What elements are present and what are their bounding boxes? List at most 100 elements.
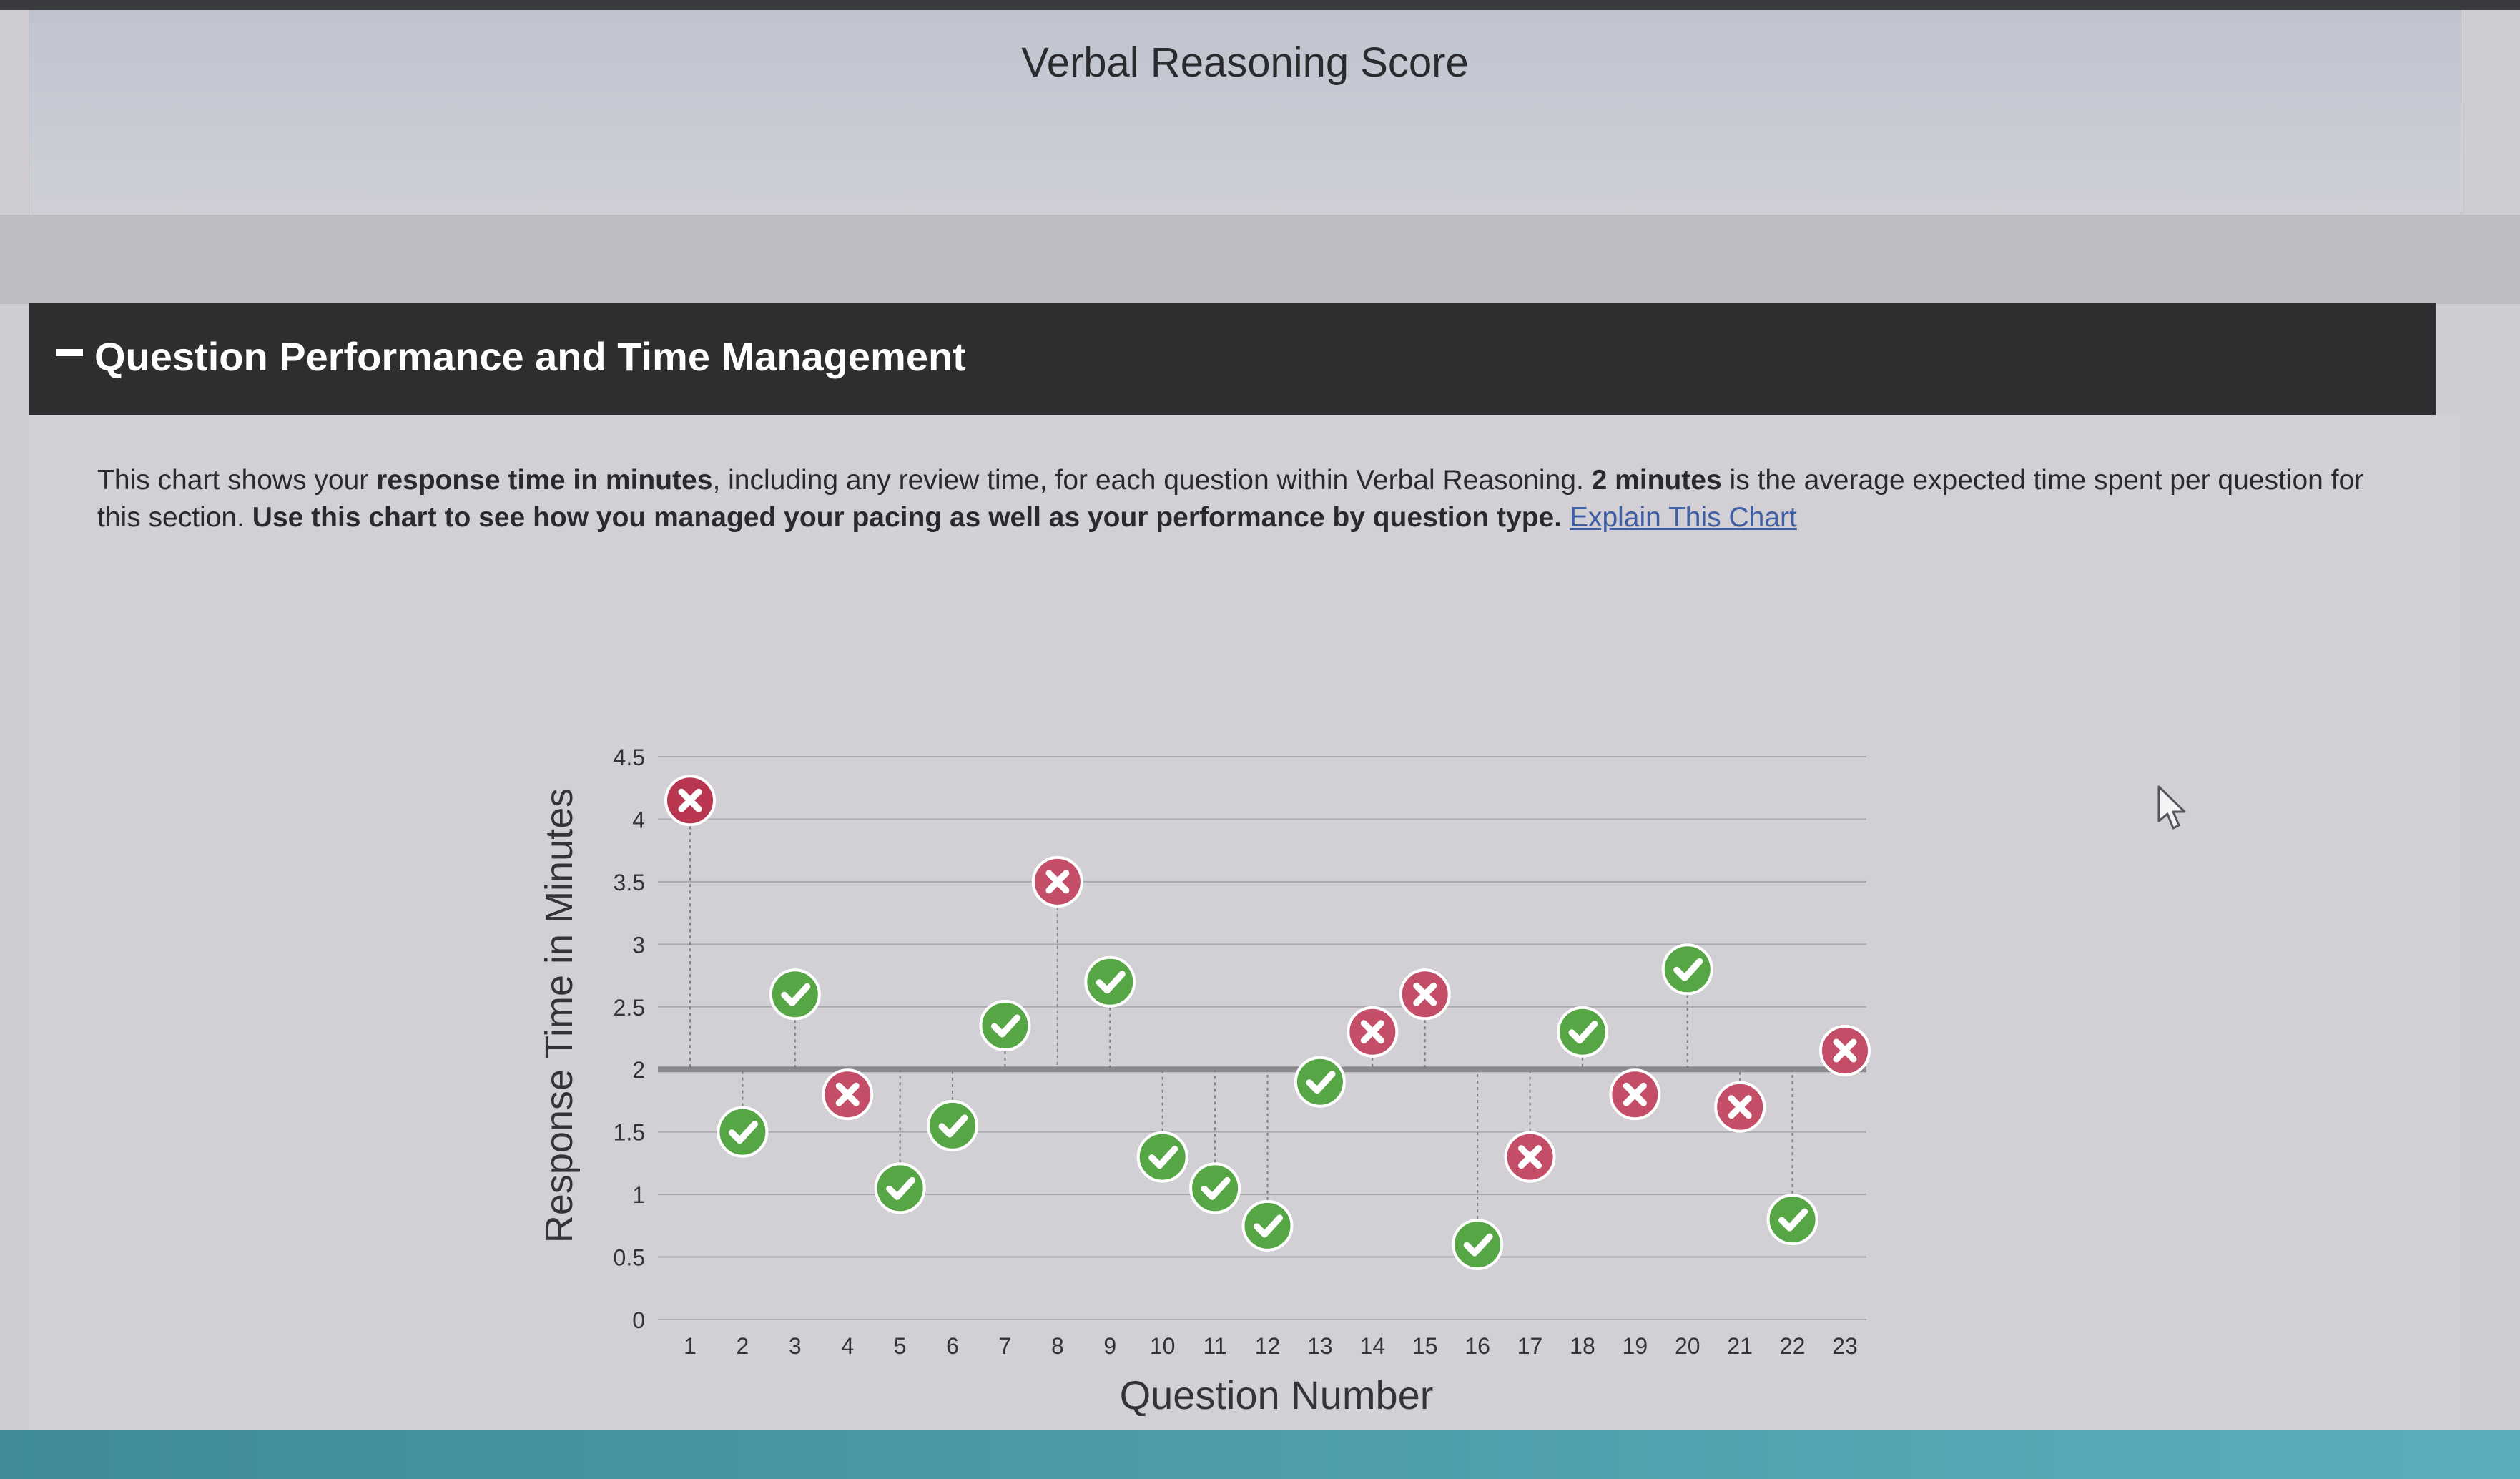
bottom-strip — [0, 1430, 2520, 1479]
correct-point-q12[interactable] — [1241, 1199, 1294, 1252]
check-icon — [1778, 1208, 1808, 1232]
correct-point-q7[interactable] — [979, 1000, 1031, 1052]
check-icon — [781, 983, 811, 1006]
x-tick-label: 8 — [1051, 1333, 1064, 1359]
correct-point-q10[interactable] — [1136, 1131, 1188, 1183]
desc-text-3: is the average expected time spent per q… — [97, 465, 2364, 533]
incorrect-point-q17[interactable] — [1504, 1131, 1556, 1183]
y-tick-label: 2.5 — [614, 995, 645, 1021]
x-tick-label: 20 — [1675, 1333, 1700, 1359]
desc-text-4 — [1562, 502, 1570, 533]
correct-point-q6[interactable] — [927, 1099, 979, 1151]
section-content: This chart shows your response time in m… — [29, 415, 2460, 1430]
desc-text-1: This chart shows your — [97, 465, 377, 496]
correct-point-q9[interactable] — [1084, 955, 1136, 1008]
score-header-panel: Verbal Reasoning Score — [29, 10, 2461, 217]
y-tick-label: 1 — [632, 1182, 645, 1208]
point-marker — [927, 1099, 979, 1151]
section-header[interactable]: Question Performance and Time Management — [29, 303, 2436, 415]
x-tick-label: 14 — [1360, 1333, 1386, 1359]
x-tick-label: 19 — [1623, 1333, 1648, 1359]
point-marker — [1294, 1056, 1346, 1108]
y-tick-label: 3.5 — [614, 870, 645, 895]
x-icon — [1623, 1082, 1647, 1106]
check-icon — [1463, 1233, 1493, 1257]
x-icon — [835, 1082, 860, 1106]
x-tick-label: 10 — [1150, 1333, 1176, 1359]
incorrect-point-q21[interactable] — [1714, 1081, 1766, 1133]
x-tick-label: 4 — [841, 1333, 854, 1359]
section-title: Question Performance and Time Management — [94, 334, 966, 379]
point-marker — [1661, 943, 1713, 996]
incorrect-point-q1[interactable] — [664, 775, 716, 827]
point-marker — [1556, 1006, 1608, 1058]
desc-bold-two-minutes: 2 minutes — [1591, 465, 1722, 496]
correct-point-q22[interactable] — [1766, 1194, 1818, 1246]
x-tick-label: 13 — [1307, 1333, 1333, 1359]
check-icon — [1568, 1021, 1598, 1044]
incorrect-point-q23[interactable] — [1819, 1024, 1871, 1076]
chart-description: This chart shows your response time in m… — [97, 462, 2400, 536]
y-tick-labels: 0 0.5 1 1.5 2 2.5 3 3.5 4 4.5 — [614, 745, 645, 1333]
x-tick-label: 21 — [1727, 1333, 1753, 1359]
x-tick-label: 5 — [894, 1333, 907, 1359]
correct-point-q20[interactable] — [1661, 943, 1713, 996]
page-title: Verbal Reasoning Score — [1021, 39, 1469, 86]
x-tick-label: 9 — [1103, 1333, 1116, 1359]
y-tick-label: 4 — [632, 807, 645, 832]
check-icon — [1201, 1176, 1231, 1200]
x-tick-label: 7 — [999, 1333, 1012, 1359]
chart-points — [664, 775, 1871, 1271]
x-tick-label: 2 — [737, 1333, 749, 1359]
correct-point-q16[interactable] — [1452, 1219, 1504, 1271]
explain-chart-link[interactable]: Explain This Chart — [1569, 502, 1797, 533]
x-tick-label: 22 — [1780, 1333, 1806, 1359]
collapse-minus-icon[interactable] — [56, 349, 83, 356]
point-marker — [874, 1162, 926, 1214]
y-tick-label: 1.5 — [614, 1120, 645, 1146]
top-bar — [0, 0, 2520, 10]
point-stems — [689, 800, 1846, 1245]
check-icon — [938, 1114, 968, 1138]
x-icon — [1728, 1095, 1752, 1119]
correct-point-q18[interactable] — [1556, 1006, 1608, 1058]
point-marker — [769, 968, 821, 1021]
desc-bold-response-time: response time in minutes — [376, 465, 713, 496]
point-marker — [979, 1000, 1031, 1052]
x-tick-label: 1 — [684, 1333, 697, 1359]
point-marker — [1241, 1199, 1294, 1252]
check-icon — [1306, 1071, 1336, 1094]
separator-band — [0, 215, 2520, 304]
correct-point-q3[interactable] — [769, 968, 821, 1021]
x-tick-label: 3 — [789, 1333, 802, 1359]
x-tick-label: 17 — [1517, 1333, 1543, 1359]
x-axis-label: Question Number — [1120, 1372, 1434, 1416]
point-marker — [1084, 955, 1136, 1008]
y-tick-label: 2 — [632, 1057, 645, 1083]
incorrect-point-q14[interactable] — [1347, 1006, 1399, 1058]
x-icon — [1360, 1020, 1384, 1044]
correct-point-q11[interactable] — [1189, 1162, 1241, 1214]
point-marker — [1136, 1131, 1188, 1183]
check-icon — [1254, 1214, 1283, 1238]
x-tick-label: 23 — [1832, 1333, 1858, 1359]
incorrect-point-q8[interactable] — [1031, 855, 1083, 908]
x-tick-labels: 1 2 3 4 5 6 7 8 9 10 11 12 13 14 15 16 17 18 19 20 21 22 23 — [684, 1333, 1858, 1359]
mouse-cursor-icon — [2157, 785, 2186, 830]
y-tick-label: 4.5 — [614, 745, 645, 770]
point-marker — [717, 1106, 769, 1158]
correct-point-q13[interactable] — [1294, 1056, 1346, 1108]
incorrect-point-q19[interactable] — [1609, 1068, 1661, 1121]
response-time-chart: 00.511.522.533.544.5 1 2 3 4 5 6 7 8 9 10 11 12 13 14… — [538, 745, 1871, 1416]
x-tick-label: 16 — [1465, 1333, 1490, 1359]
x-icon — [1833, 1038, 1857, 1063]
incorrect-point-q15[interactable] — [1399, 968, 1451, 1021]
x-tick-label: 12 — [1255, 1333, 1281, 1359]
correct-point-q2[interactable] — [717, 1106, 769, 1158]
incorrect-point-q4[interactable] — [822, 1068, 874, 1121]
correct-point-q5[interactable] — [874, 1162, 926, 1214]
x-tick-label: 18 — [1570, 1333, 1595, 1359]
x-tick-label: 6 — [946, 1333, 959, 1359]
y-tick-label: 0.5 — [614, 1245, 645, 1271]
point-marker — [1766, 1194, 1818, 1246]
